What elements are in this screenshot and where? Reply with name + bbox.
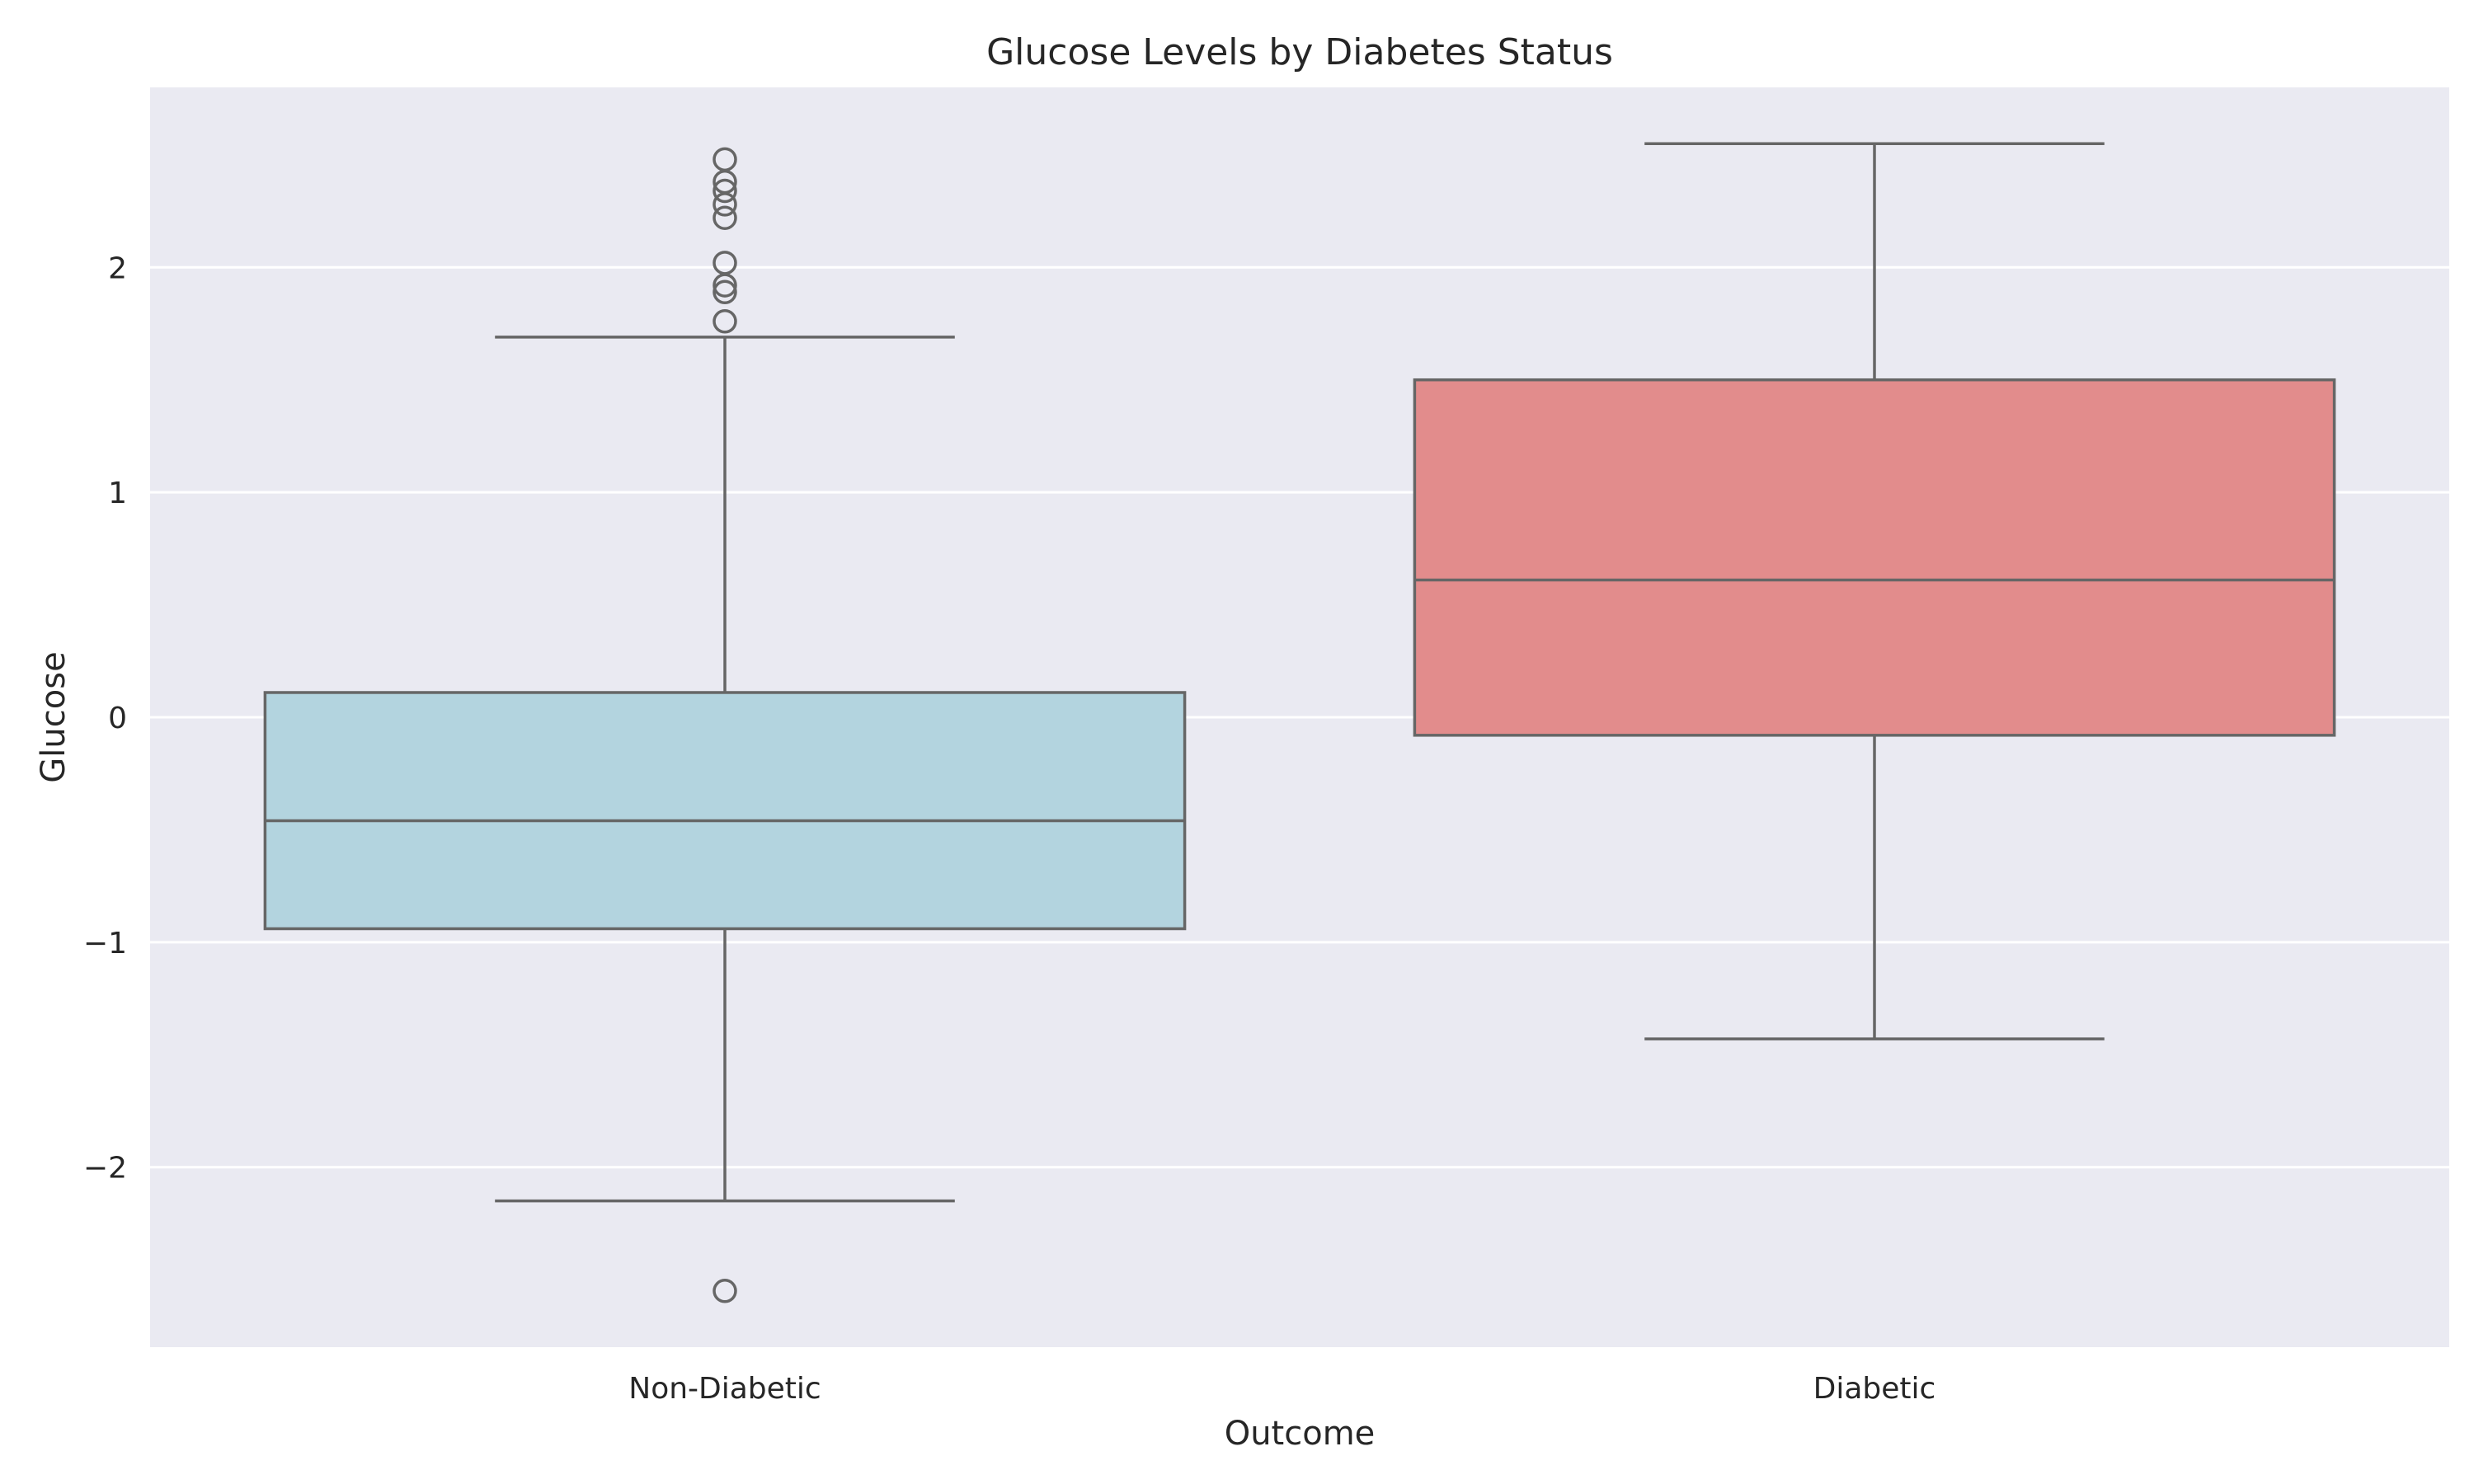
outlier-point <box>713 309 737 334</box>
box-iqr <box>263 691 1187 931</box>
x-axis-label: Outcome <box>1225 1415 1376 1453</box>
y-tick-label: 1 <box>108 477 127 510</box>
y-tick-label: −1 <box>83 927 127 960</box>
x-tick-label: Diabetic <box>1813 1372 1936 1406</box>
x-tick-label: Non-Diabetic <box>628 1372 821 1406</box>
outlier-point <box>713 178 737 204</box>
chart-title: Glucose Levels by Diabetes Status <box>986 31 1613 73</box>
outlier-point <box>713 192 737 217</box>
y-tick-label: 2 <box>108 251 127 285</box>
boxes <box>263 142 2336 1303</box>
tick-labels: −2 −1 0 1 2 Non-Diabetic Diabetic <box>83 251 1935 1406</box>
box-non-diabetic <box>263 147 1187 1303</box>
box-iqr <box>1413 378 2336 737</box>
box-diabetic <box>1413 142 2336 1040</box>
outlier-point <box>713 205 737 231</box>
outlier-point <box>713 1279 737 1303</box>
y-tick-label: −2 <box>83 1152 127 1186</box>
y-tick-label: 0 <box>108 702 127 735</box>
outlier-point <box>713 273 737 298</box>
outlier-point <box>713 279 737 305</box>
y-axis-label: Glucose <box>35 651 73 782</box>
